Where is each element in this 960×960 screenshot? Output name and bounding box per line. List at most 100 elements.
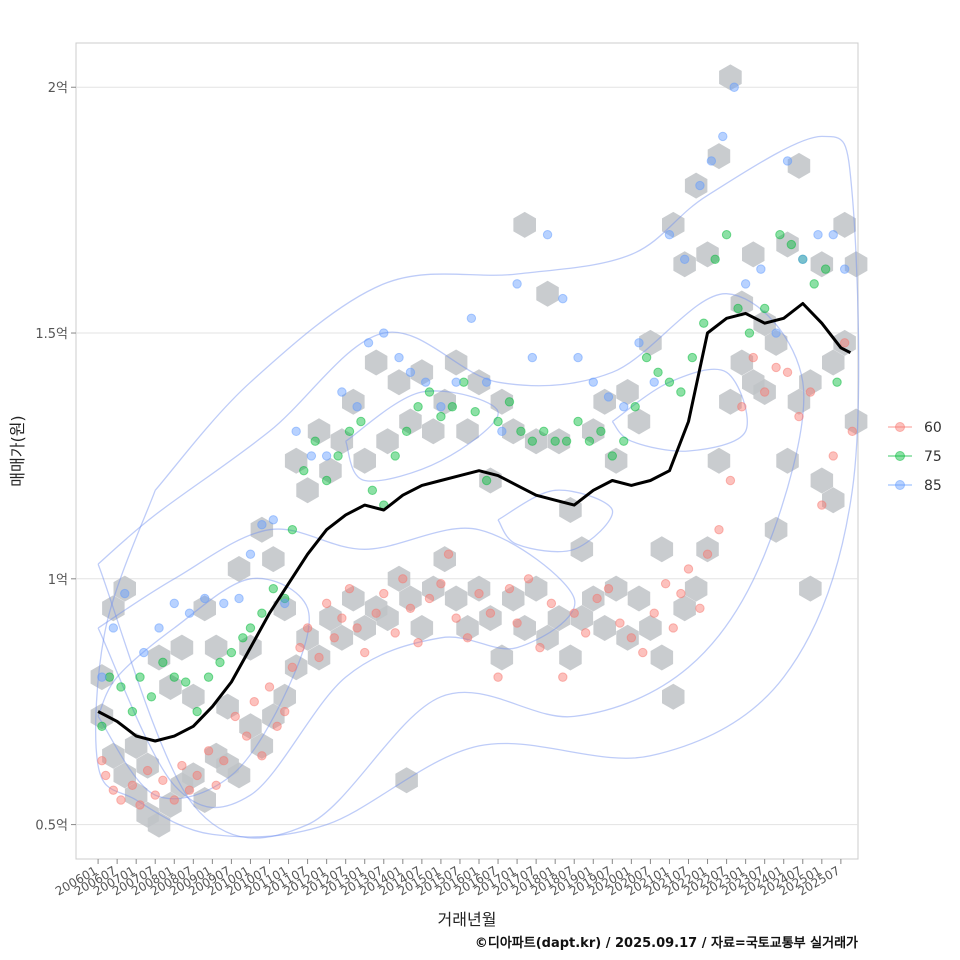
hexbin — [822, 487, 845, 514]
hexbin — [422, 575, 445, 602]
density-contour — [97, 577, 310, 800]
data-point-60 — [748, 352, 758, 363]
hexbin — [810, 251, 834, 278]
data-point-60 — [725, 475, 736, 486]
data-point-60 — [169, 795, 179, 805]
data-point-85 — [664, 230, 675, 240]
data-point-85 — [306, 451, 317, 461]
density-contour — [97, 527, 576, 809]
hexbin — [627, 585, 651, 612]
data-point-60 — [150, 790, 160, 800]
data-point-85 — [154, 623, 164, 633]
data-point-60 — [817, 500, 827, 510]
data-point-85 — [619, 402, 629, 412]
hexbin — [719, 388, 742, 415]
data-point-85 — [245, 549, 256, 559]
data-point-85 — [813, 230, 823, 240]
data-point-75 — [641, 352, 652, 363]
data-point-60 — [413, 638, 423, 648]
trend-line-layer — [97, 302, 852, 743]
data-point-75 — [809, 279, 819, 289]
hexbin — [193, 787, 216, 813]
hexbin — [296, 477, 319, 504]
data-point-75 — [687, 352, 698, 363]
data-point-75 — [401, 426, 412, 437]
data-point-60 — [474, 588, 484, 599]
data-point-75 — [820, 264, 831, 274]
data-point-60 — [390, 628, 400, 638]
data-point-60 — [737, 402, 747, 412]
data-point-60 — [558, 672, 568, 682]
hexbin — [639, 329, 662, 356]
data-point-75 — [539, 426, 549, 437]
legend-label: 60 — [924, 420, 942, 436]
data-point-75 — [481, 475, 492, 486]
data-point-60 — [839, 338, 850, 348]
hexbin — [547, 605, 571, 632]
data-point-85 — [363, 338, 374, 348]
legend-key-point — [895, 480, 905, 490]
data-point-60 — [569, 608, 579, 618]
data-point-60 — [592, 593, 602, 604]
hexbin — [456, 615, 479, 641]
data-point-75 — [238, 633, 248, 643]
data-point-60 — [794, 411, 804, 422]
data-point-75 — [356, 416, 366, 427]
data-point-85 — [798, 254, 808, 264]
data-point-60 — [249, 696, 259, 707]
data-point-60 — [272, 721, 282, 731]
data-point-75 — [268, 583, 279, 594]
data-point-75 — [459, 377, 469, 387]
data-point-60 — [101, 770, 111, 781]
data-point-60 — [546, 598, 557, 609]
hexbin — [250, 516, 274, 543]
data-point-60 — [295, 642, 305, 653]
hexbin — [364, 349, 388, 376]
hexbin — [844, 251, 868, 278]
data-point-60 — [135, 800, 145, 810]
legend-key-point — [895, 422, 905, 432]
hexbin — [467, 575, 491, 602]
hexbin — [113, 575, 136, 602]
caption: ©디아파트(dapt.kr) / 2025.09.17 / 자료=국토교통부 실… — [475, 935, 858, 951]
y-tick-label: 1.5억 — [35, 327, 68, 342]
hexbin — [650, 644, 674, 671]
density-contour — [497, 489, 613, 553]
data-point-75 — [447, 402, 458, 412]
hexbin — [627, 408, 651, 435]
data-point-85 — [184, 608, 195, 618]
legend: 60 75 85 — [888, 420, 942, 494]
hexbin — [833, 211, 856, 238]
data-point-85 — [97, 672, 107, 682]
hexbin — [147, 811, 171, 838]
data-point-60 — [424, 593, 435, 604]
hexbin — [490, 644, 514, 671]
data-point-60 — [759, 387, 770, 397]
hexbin — [395, 767, 418, 794]
hexbin — [570, 536, 594, 563]
data-point-85 — [379, 328, 389, 338]
data-point-85 — [649, 377, 659, 387]
data-point-85 — [280, 598, 290, 609]
hexbin — [387, 369, 411, 396]
density-contour — [97, 293, 805, 839]
hexbin — [536, 280, 559, 307]
data-point-75 — [424, 387, 435, 397]
hexbin — [787, 152, 811, 179]
data-point-60 — [512, 618, 522, 628]
hexbin — [353, 447, 376, 474]
hexbin — [604, 447, 628, 474]
hexbin — [444, 585, 468, 612]
hexbin — [239, 713, 262, 740]
data-point-75 — [333, 451, 343, 461]
hexbin — [410, 359, 434, 386]
data-point-85 — [451, 377, 461, 387]
data-point-60 — [714, 524, 724, 535]
data-point-75 — [710, 254, 720, 264]
data-point-60 — [828, 451, 838, 461]
data-point-75 — [97, 721, 107, 731]
data-point-60 — [264, 682, 275, 692]
hexbin — [124, 782, 148, 809]
data-point-60 — [782, 367, 793, 378]
data-point-85 — [756, 264, 766, 274]
